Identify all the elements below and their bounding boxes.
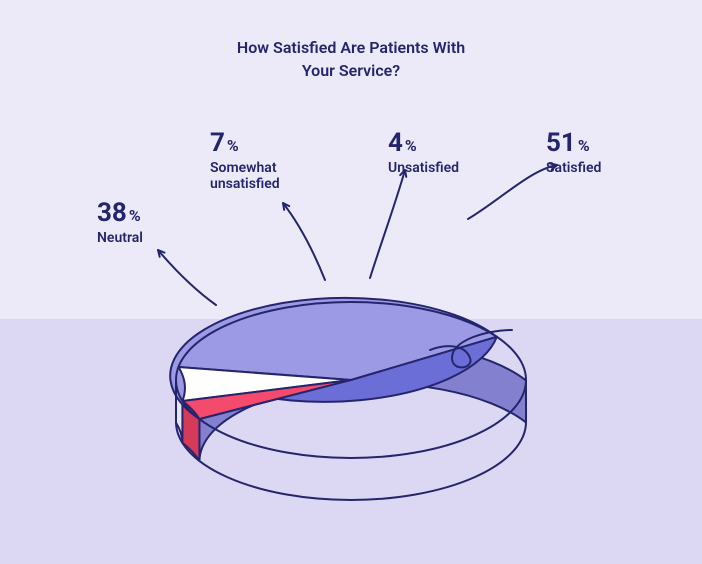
- label-satisfied: 51% Satisfied: [546, 128, 601, 176]
- label-unsatisfied: 4% Unsatisfied: [388, 128, 459, 176]
- label-somewhat-unsatisfied: 7% Somewhatunsatisfied: [210, 128, 280, 192]
- label-neutral: 38% Neutral: [97, 198, 143, 246]
- label-layer: 38% Neutral 7% Somewhatunsatisfied 4% Un…: [0, 0, 702, 564]
